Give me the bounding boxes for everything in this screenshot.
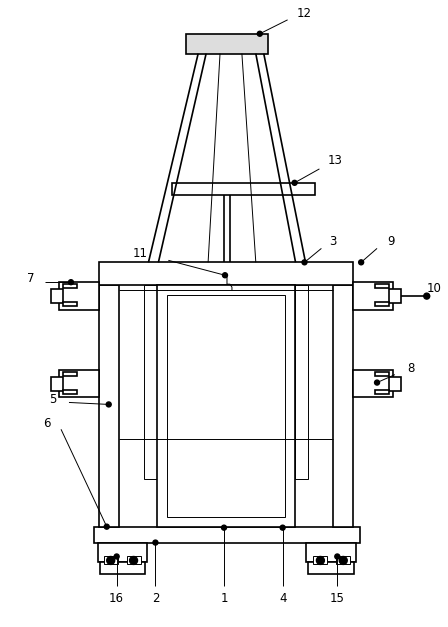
Circle shape bbox=[280, 525, 285, 530]
Circle shape bbox=[424, 293, 430, 299]
Circle shape bbox=[104, 524, 109, 529]
Circle shape bbox=[223, 273, 228, 278]
Bar bbox=[375, 389, 389, 394]
Circle shape bbox=[375, 380, 379, 385]
Bar bbox=[306, 542, 356, 562]
Bar bbox=[186, 34, 268, 54]
Circle shape bbox=[339, 557, 347, 564]
Bar bbox=[99, 262, 353, 285]
Bar bbox=[353, 370, 393, 398]
Bar bbox=[333, 285, 353, 527]
Bar bbox=[294, 285, 309, 479]
Bar bbox=[98, 542, 147, 562]
Bar bbox=[127, 557, 141, 564]
Circle shape bbox=[129, 557, 138, 564]
Bar bbox=[63, 389, 77, 394]
Bar bbox=[59, 370, 99, 398]
Bar bbox=[336, 557, 350, 564]
Bar bbox=[157, 285, 294, 527]
Circle shape bbox=[153, 540, 158, 545]
Circle shape bbox=[316, 557, 324, 564]
Bar bbox=[309, 562, 354, 574]
Circle shape bbox=[335, 554, 340, 559]
Bar bbox=[63, 372, 77, 376]
Text: 3: 3 bbox=[330, 235, 337, 248]
Text: 6: 6 bbox=[43, 417, 51, 430]
Bar bbox=[63, 302, 77, 306]
Bar bbox=[143, 285, 157, 479]
Text: 13: 13 bbox=[328, 154, 343, 167]
Bar bbox=[59, 282, 99, 310]
Bar bbox=[389, 289, 401, 303]
Bar bbox=[389, 377, 401, 391]
Circle shape bbox=[257, 31, 262, 36]
Circle shape bbox=[359, 260, 364, 265]
Bar bbox=[63, 284, 77, 288]
Circle shape bbox=[114, 554, 119, 559]
Text: 4: 4 bbox=[279, 592, 286, 604]
Text: 8: 8 bbox=[407, 362, 414, 375]
Bar bbox=[172, 183, 315, 195]
Bar bbox=[375, 372, 389, 376]
Bar bbox=[314, 557, 327, 564]
Text: 10: 10 bbox=[426, 282, 441, 295]
Circle shape bbox=[106, 402, 111, 407]
Bar bbox=[104, 557, 118, 564]
Text: 7: 7 bbox=[27, 271, 35, 285]
Text: 9: 9 bbox=[387, 235, 395, 248]
Circle shape bbox=[292, 181, 297, 186]
Circle shape bbox=[221, 525, 227, 530]
Bar bbox=[375, 302, 389, 306]
Text: 5: 5 bbox=[49, 393, 57, 406]
Text: 1: 1 bbox=[220, 592, 228, 604]
Bar bbox=[168, 295, 284, 517]
Circle shape bbox=[302, 260, 307, 265]
Text: 11: 11 bbox=[133, 247, 148, 260]
Text: 12: 12 bbox=[297, 8, 312, 20]
Text: 15: 15 bbox=[330, 592, 345, 604]
Bar bbox=[353, 282, 393, 310]
Circle shape bbox=[69, 280, 73, 285]
Text: 2: 2 bbox=[152, 592, 159, 604]
Bar bbox=[94, 527, 360, 542]
Bar bbox=[51, 289, 63, 303]
Bar bbox=[99, 285, 119, 527]
Circle shape bbox=[107, 557, 115, 564]
Bar bbox=[375, 284, 389, 288]
Bar bbox=[100, 562, 146, 574]
Bar bbox=[51, 377, 63, 391]
Text: 16: 16 bbox=[109, 592, 124, 604]
